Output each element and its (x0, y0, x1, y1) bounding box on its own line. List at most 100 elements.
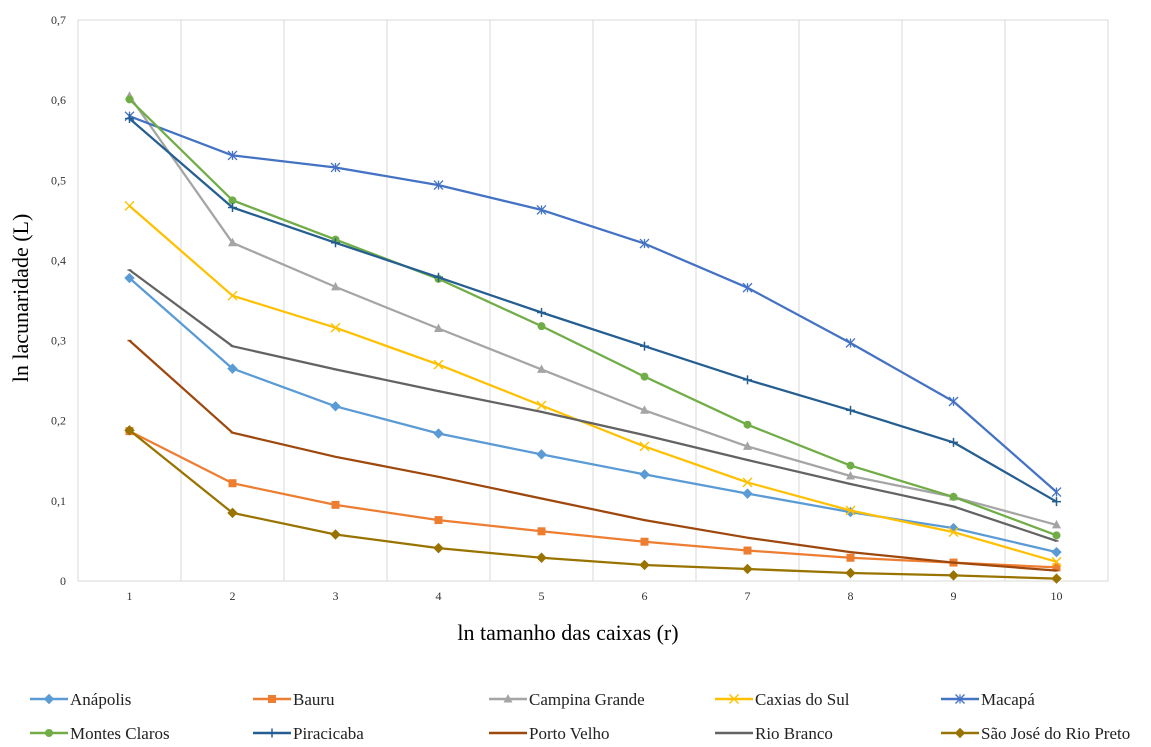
data-point (330, 322, 341, 333)
legend-item: Piracicaba (253, 724, 364, 743)
data-point (434, 272, 443, 282)
series-line (128, 117, 1058, 503)
x-tick-label: 10 (1051, 589, 1063, 603)
series-line (128, 98, 1057, 537)
data-point (639, 559, 650, 571)
data-point (742, 282, 753, 293)
data-point (537, 527, 546, 536)
legend-label: Caxias do Sul (755, 690, 850, 709)
data-point (742, 477, 753, 488)
data-point (846, 471, 855, 480)
data-point (227, 290, 238, 301)
legend-item: Bauru (253, 690, 335, 709)
series-8 (127, 269, 1059, 542)
data-point (639, 238, 650, 249)
data-point (125, 95, 134, 104)
legend-label: Piracicaba (293, 724, 364, 743)
y-tick-label: 0,1 (51, 494, 66, 508)
y-tick-label: 0,6 (51, 93, 66, 107)
legend-label: Rio Branco (755, 724, 833, 743)
data-point (640, 537, 649, 546)
data-point (124, 200, 135, 211)
data-point (537, 364, 546, 373)
y-tick-label: 0 (60, 574, 66, 588)
data-point (331, 500, 340, 509)
y-axis-title: ln lacunaridade (L) (8, 214, 33, 383)
legend-marker (955, 694, 965, 704)
y-tick-label: 0,2 (51, 414, 66, 428)
data-point (227, 363, 238, 374)
x-tick-label: 1 (127, 589, 133, 603)
data-point (1052, 563, 1061, 572)
x-tick-label: 2 (230, 589, 236, 603)
legend-marker (729, 694, 739, 704)
data-point (742, 488, 753, 499)
series-3 (124, 200, 1062, 567)
data-point (433, 542, 444, 554)
data-point (1052, 497, 1061, 507)
data-point (742, 563, 753, 575)
data-point (433, 428, 444, 439)
legend: Anápolis Bauru Campina Grande Caxias do Sul… (30, 690, 1130, 743)
data-point (743, 546, 752, 555)
data-point (640, 405, 649, 414)
x-tick-label: 8 (848, 589, 854, 603)
series-line (128, 277, 1057, 554)
data-point (228, 237, 237, 247)
data-point (124, 425, 135, 436)
legend-marker (43, 693, 55, 705)
data-point (331, 281, 340, 291)
series-6 (125, 114, 1061, 507)
y-tick-label: 0,4 (51, 253, 66, 267)
x-tick-label: 6 (642, 589, 648, 603)
data-point (1051, 573, 1062, 584)
data-point (537, 322, 546, 331)
y-tick-label: 0,3 (51, 334, 66, 348)
data-point (433, 359, 444, 370)
data-point (640, 341, 649, 351)
data-point (536, 449, 547, 460)
series-line (128, 269, 1057, 542)
data-point (1052, 519, 1061, 529)
legend-item: Montes Claros (30, 724, 170, 743)
data-point (330, 529, 341, 540)
data-point (227, 507, 238, 519)
x-tick-label: 5 (539, 589, 545, 603)
legend-marker (503, 694, 513, 703)
data-point (743, 420, 752, 429)
series-layer (124, 91, 1062, 584)
data-point (227, 150, 238, 161)
series-line (128, 430, 1057, 569)
data-point (846, 553, 855, 562)
series-line (129, 115, 1058, 493)
data-point (434, 516, 443, 525)
data-point (536, 204, 547, 215)
series-9 (124, 425, 1062, 584)
series-0 (124, 272, 1062, 558)
y-tick-label: 0,7 (51, 13, 66, 27)
axis-layer: 0 0,1 0,2 0,3 0,4 0,5 0,6 0,7 1 2 3 4 5 6 7 8 9 10 (51, 13, 1063, 603)
data-point (639, 469, 650, 480)
legend-label: Bauru (293, 690, 335, 709)
legend-item: Macapá (941, 690, 1035, 709)
legend-label: São José do Rio Preto (981, 724, 1130, 743)
data-point (125, 114, 134, 124)
data-point (845, 505, 856, 516)
data-point (330, 162, 341, 173)
legend-label: Anápolis (70, 690, 131, 709)
legend-item: Caxias do Sul (715, 690, 850, 709)
data-point (228, 196, 237, 205)
legend-label: Montes Claros (70, 724, 170, 743)
data-point (1051, 487, 1062, 498)
legend-marker (268, 695, 276, 703)
series-line (128, 339, 1057, 572)
data-point (433, 180, 444, 191)
x-tick-label: 3 (333, 589, 339, 603)
y-tick-label: 0,5 (51, 173, 66, 187)
legend-label: Campina Grande (529, 690, 645, 709)
data-point (1051, 546, 1062, 558)
data-point (536, 552, 547, 563)
data-point (536, 400, 547, 411)
legend-marker (267, 728, 277, 738)
